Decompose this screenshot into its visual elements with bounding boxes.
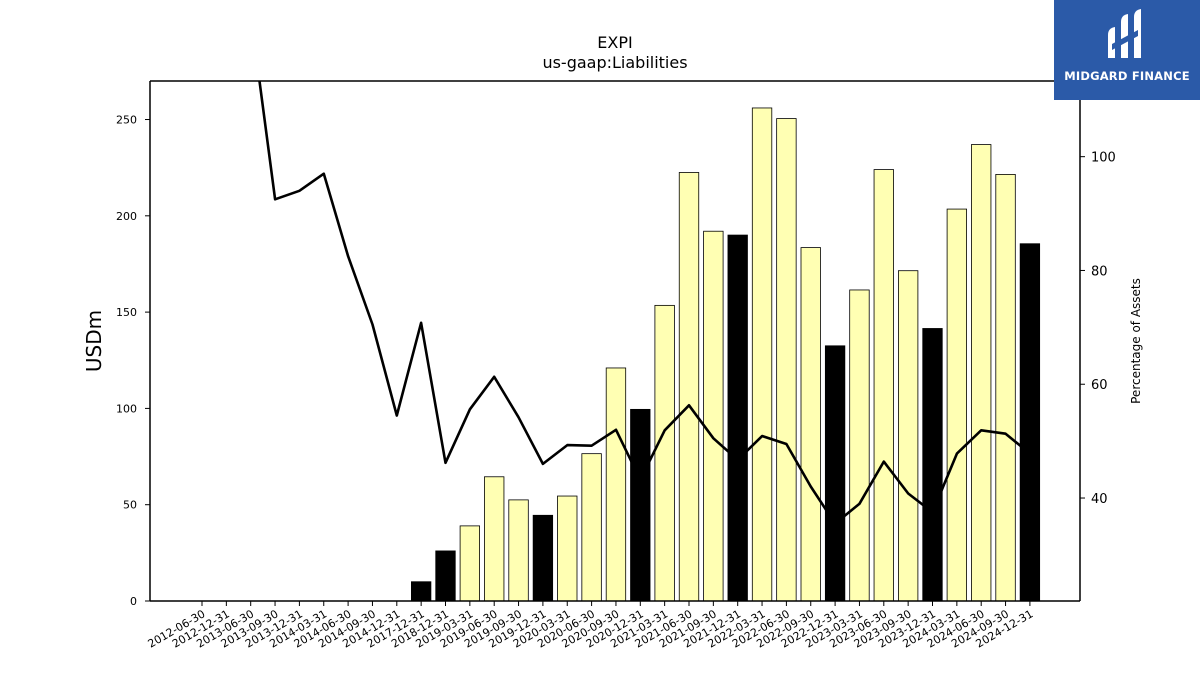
chart-title: EXPI (597, 33, 632, 52)
y-tick-label: 50 (123, 499, 137, 512)
bar (751, 107, 773, 602)
bar (557, 495, 578, 602)
bar (1019, 243, 1041, 602)
bar (727, 234, 748, 602)
y2-axis-label: Percentage of Assets (1129, 278, 1143, 404)
y2-tick-label: 40 (1091, 492, 1108, 507)
y-tick-label: 250 (116, 114, 137, 127)
bar (849, 289, 870, 602)
plot-area: 0501001502002504060801002012-06-302012-1… (116, 80, 1116, 651)
bar (410, 581, 432, 602)
bar (459, 525, 481, 602)
bar (605, 367, 627, 602)
bar (630, 408, 651, 602)
bar (703, 230, 724, 602)
y-tick-label: 0 (130, 595, 137, 608)
brand-logo: MIDGARD FINANCE (1054, 0, 1200, 100)
bar (824, 345, 846, 602)
bar (654, 304, 675, 602)
bar (581, 453, 602, 602)
chart-subtitle: us-gaap:Liabilities (542, 53, 687, 72)
bar (946, 208, 967, 602)
bar (484, 476, 505, 602)
y2-tick-label: 100 (1091, 151, 1116, 166)
y-tick-label: 100 (116, 402, 137, 415)
bar (532, 514, 554, 602)
bar (971, 144, 992, 602)
bar (873, 169, 894, 602)
logo-text: MIDGARD FINANCE (1064, 69, 1190, 83)
bar (508, 499, 529, 602)
logo-mark-icon (1108, 9, 1141, 58)
bar (922, 328, 943, 602)
bar (776, 118, 797, 602)
bar (678, 172, 700, 602)
bar (435, 550, 456, 602)
y-tick-label: 150 (116, 306, 137, 319)
y-axis-label: USDm (82, 310, 106, 372)
bar (800, 247, 821, 602)
bar (995, 174, 1016, 602)
series-line (258, 81, 1031, 525)
y2-tick-label: 80 (1091, 264, 1108, 279)
y2-tick-label: 60 (1091, 378, 1108, 393)
y-tick-label: 200 (116, 210, 137, 223)
bar (898, 270, 919, 602)
